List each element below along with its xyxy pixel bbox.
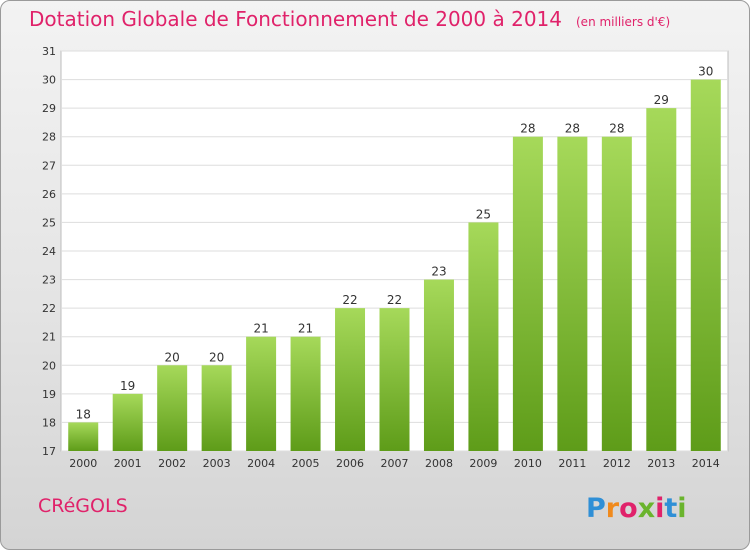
logo-letter: i bbox=[655, 493, 664, 524]
y-tick-label: 19 bbox=[42, 388, 56, 401]
y-tick-label: 24 bbox=[42, 245, 56, 258]
bar-2005 bbox=[290, 336, 321, 451]
proxiti-logo: Proxiti bbox=[586, 493, 687, 524]
bar-2004 bbox=[246, 336, 277, 451]
value-label: 22 bbox=[342, 293, 357, 307]
x-tick-label: 2010 bbox=[514, 457, 542, 470]
value-label: 20 bbox=[165, 350, 180, 364]
value-label: 21 bbox=[253, 322, 268, 336]
x-tick-label: 2009 bbox=[469, 457, 497, 470]
logo-letter: x bbox=[638, 493, 655, 524]
bar-2008 bbox=[423, 279, 454, 451]
y-tick-label: 29 bbox=[42, 102, 56, 115]
commune-name: CRéGOLS bbox=[38, 495, 128, 517]
x-tick-label: 2007 bbox=[381, 457, 409, 470]
value-label: 28 bbox=[520, 122, 535, 136]
y-tick-label: 26 bbox=[42, 188, 56, 201]
value-label: 30 bbox=[698, 65, 713, 79]
value-label: 29 bbox=[654, 93, 669, 107]
bar-2009 bbox=[468, 222, 499, 451]
x-axis-labels: 2000 2001 2002 2003 2004 2005 2006 2007 2008 2009… bbox=[69, 457, 720, 470]
logo-letter: o bbox=[619, 493, 638, 524]
x-tick-label: 2004 bbox=[247, 457, 275, 470]
y-tick-label: 18 bbox=[42, 416, 56, 429]
bar-2010 bbox=[512, 136, 543, 451]
y-tick-label: 20 bbox=[42, 359, 56, 372]
x-tick-label: 2011 bbox=[558, 457, 586, 470]
value-label: 28 bbox=[609, 122, 624, 136]
x-tick-label: 2003 bbox=[203, 457, 231, 470]
x-tick-label: 2012 bbox=[603, 457, 631, 470]
bar-2007 bbox=[379, 308, 410, 451]
bar-2014 bbox=[690, 79, 721, 452]
value-label: 19 bbox=[120, 379, 135, 393]
value-label: 23 bbox=[431, 265, 446, 279]
logo-letter: r bbox=[606, 493, 620, 524]
y-tick-label: 17 bbox=[42, 445, 56, 458]
bars bbox=[68, 79, 721, 452]
logo-letter: P bbox=[586, 493, 606, 524]
y-tick-label: 28 bbox=[42, 131, 56, 144]
y-tick-label: 25 bbox=[42, 216, 56, 229]
chart-subtitle: (en milliers d'€) bbox=[576, 15, 671, 29]
value-labels: 18 19 20 20 21 21 22 22 23 25 28 28 28 29 30 bbox=[76, 65, 714, 422]
bar-2000 bbox=[68, 422, 99, 451]
x-tick-label: 2014 bbox=[692, 457, 720, 470]
bar-2001 bbox=[112, 393, 143, 451]
bar-2011 bbox=[557, 136, 588, 451]
x-tick-label: 2006 bbox=[336, 457, 364, 470]
bar-2012 bbox=[601, 136, 632, 451]
y-axis-labels: 17 18 19 20 21 22 23 24 25 26 27 28 29 30 31 bbox=[42, 45, 56, 458]
bar-2006 bbox=[335, 308, 366, 451]
x-tick-label: 2005 bbox=[292, 457, 320, 470]
bar-2002 bbox=[157, 365, 188, 451]
y-tick-label: 23 bbox=[42, 274, 56, 287]
chart-title-text: Dotation Globale de Fonctionnement de 20… bbox=[29, 7, 562, 31]
y-tick-label: 22 bbox=[42, 302, 56, 315]
y-tick-label: 21 bbox=[42, 331, 56, 344]
x-tick-label: 2008 bbox=[425, 457, 453, 470]
value-label: 22 bbox=[387, 293, 402, 307]
logo-letter: i bbox=[677, 493, 686, 524]
value-label: 21 bbox=[298, 322, 313, 336]
y-tick-label: 27 bbox=[42, 159, 56, 172]
logo-letter: t bbox=[664, 493, 677, 524]
chart-title: Dotation Globale de Fonctionnement de 20… bbox=[29, 7, 670, 31]
x-tick-label: 2002 bbox=[158, 457, 186, 470]
value-label: 18 bbox=[76, 407, 91, 421]
value-label: 20 bbox=[209, 350, 224, 364]
value-label: 28 bbox=[565, 122, 580, 136]
x-tick-label: 2000 bbox=[69, 457, 97, 470]
x-tick-label: 2001 bbox=[114, 457, 142, 470]
x-tick-label: 2013 bbox=[647, 457, 675, 470]
value-label: 25 bbox=[476, 207, 491, 221]
bar-2013 bbox=[646, 108, 677, 452]
svg-text:Proxiti: Proxiti bbox=[586, 493, 687, 524]
y-tick-label: 30 bbox=[42, 74, 56, 87]
bar-2003 bbox=[201, 365, 232, 451]
y-tick-label: 31 bbox=[42, 45, 56, 58]
